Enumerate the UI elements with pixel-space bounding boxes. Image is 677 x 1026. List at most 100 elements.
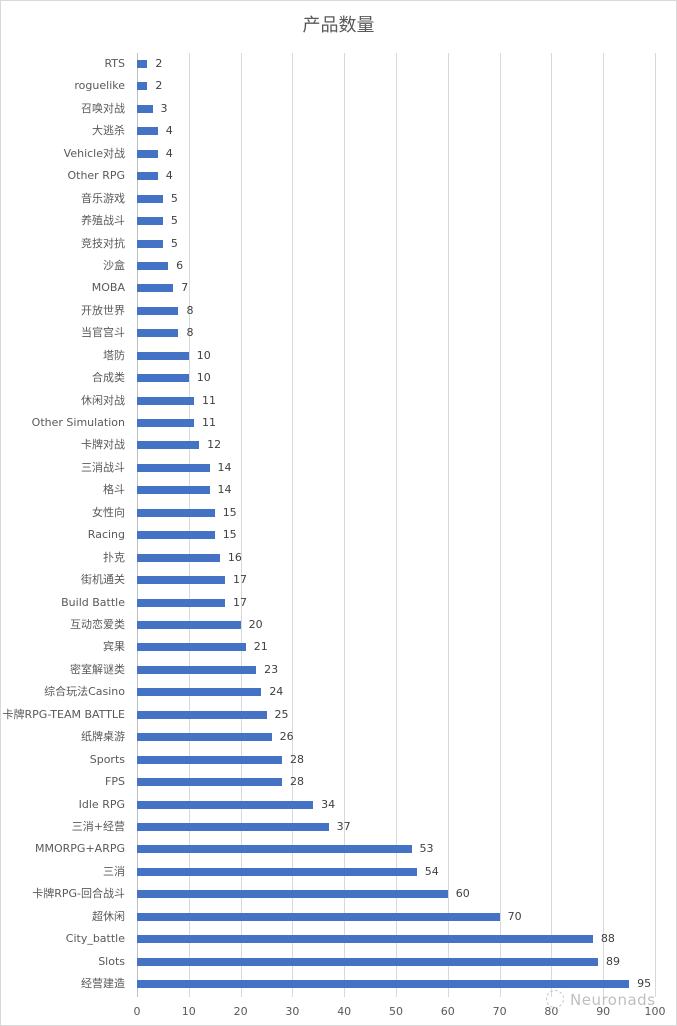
gridline — [396, 53, 397, 997]
bar — [137, 621, 241, 629]
data-label: 4 — [165, 169, 173, 183]
data-label: 60 — [455, 887, 470, 901]
bar — [137, 306, 179, 315]
data-label: 16 — [227, 550, 242, 564]
data-label: 6 — [176, 258, 184, 272]
data-label: 12 — [207, 438, 222, 452]
bar — [137, 576, 226, 585]
bar — [137, 172, 158, 181]
bar — [137, 194, 163, 203]
bar — [137, 419, 194, 428]
bar — [137, 531, 215, 540]
bar — [137, 688, 262, 697]
category-label: 扑克 — [103, 550, 125, 564]
x-tick-label: 20 — [233, 1005, 248, 1018]
category-label: 经营建造 — [81, 977, 125, 991]
chart-title: 产品数量 — [302, 15, 375, 36]
category-label: 三消+经营 — [71, 819, 125, 833]
category-label: 休闲对战 — [81, 393, 125, 407]
bar — [137, 867, 417, 876]
data-label: 17 — [233, 573, 248, 587]
bar — [137, 127, 158, 136]
category-label: 女性向 — [92, 505, 125, 519]
data-label: 15 — [222, 528, 237, 542]
category-label: 密室解谜类 — [70, 662, 125, 676]
data-label: 5 — [170, 214, 178, 228]
data-label: 37 — [336, 819, 351, 833]
data-label: 14 — [217, 483, 232, 497]
data-label: 23 — [264, 662, 279, 676]
category-label: Sports — [89, 752, 125, 766]
data-label: 10 — [196, 371, 211, 385]
gridline — [655, 53, 656, 997]
data-label: 20 — [248, 618, 263, 631]
gridline — [188, 53, 190, 997]
bar — [137, 239, 163, 248]
x-tick-label: 40 — [337, 1005, 352, 1018]
bar — [137, 957, 599, 966]
data-label: 70 — [507, 909, 522, 923]
bar — [137, 553, 220, 562]
x-tick-label: 90 — [596, 1005, 611, 1018]
data-label: 8 — [186, 326, 194, 340]
category-label: Other Simulation — [31, 416, 125, 430]
bar — [137, 508, 215, 517]
data-label: 7 — [181, 281, 189, 295]
gridline — [240, 53, 242, 997]
category-label: 互动恋爱类 — [70, 618, 125, 631]
data-label: 95 — [637, 977, 652, 991]
data-label: 3 — [160, 101, 168, 115]
x-tick-label: 30 — [285, 1005, 300, 1018]
bar — [137, 329, 179, 338]
bar — [137, 104, 153, 113]
category-label: City_battle — [65, 932, 125, 946]
data-label: 88 — [600, 932, 615, 946]
data-label: 89 — [606, 954, 621, 968]
data-label: 28 — [290, 775, 305, 789]
category-label: Idle RPG — [78, 797, 125, 811]
data-label: 53 — [419, 842, 434, 856]
category-label: 合成类 — [92, 371, 125, 385]
category-label: MOBA — [91, 281, 125, 295]
bar — [137, 217, 163, 226]
category-label: 卡牌RPG-回合战斗 — [32, 887, 125, 901]
data-label: 2 — [155, 79, 163, 93]
bar — [137, 486, 210, 495]
data-label: 17 — [233, 595, 248, 609]
category-label: 超休闲 — [92, 909, 125, 923]
bar — [137, 912, 500, 921]
plot-area: 2 2 3 4 4 4 5 5 5 6 7 8 8 10 10 11 11 12 14 14 15 15 16 17 17 20 2… — [137, 53, 656, 997]
x-tick-label: 70 — [492, 1005, 507, 1018]
category-label: 综合玩法Casino — [44, 685, 125, 699]
category-label: 三消战斗 — [81, 460, 125, 474]
data-label: 11 — [201, 393, 216, 407]
data-label: 8 — [186, 303, 194, 317]
category-label: 音乐游戏 — [81, 191, 125, 205]
bar — [137, 261, 169, 270]
bar — [137, 643, 246, 652]
bar — [137, 351, 189, 360]
data-label: 5 — [170, 236, 178, 250]
bar — [137, 710, 267, 719]
bar — [137, 149, 158, 158]
bar — [137, 778, 283, 787]
category-label: 纸牌桌游 — [81, 730, 125, 744]
x-tick-label: 0 — [133, 1005, 141, 1018]
data-label: 34 — [321, 797, 336, 811]
bar — [137, 755, 283, 764]
bar — [137, 441, 200, 450]
gridline — [344, 53, 346, 997]
category-label: 格斗 — [103, 483, 125, 497]
bar — [137, 935, 593, 944]
watermark-text: Neuronads — [570, 991, 656, 1009]
bar — [137, 284, 174, 293]
category-label: RTS — [104, 57, 125, 70]
bar — [137, 800, 314, 809]
category-label: 卡牌RPG-TEAM BATTLE — [2, 707, 125, 721]
category-label: 开放世界 — [81, 303, 125, 317]
bar — [137, 598, 226, 607]
category-label: 街机通关 — [81, 573, 125, 587]
category-label: 当官宫斗 — [81, 326, 125, 340]
data-label: 11 — [201, 416, 216, 430]
